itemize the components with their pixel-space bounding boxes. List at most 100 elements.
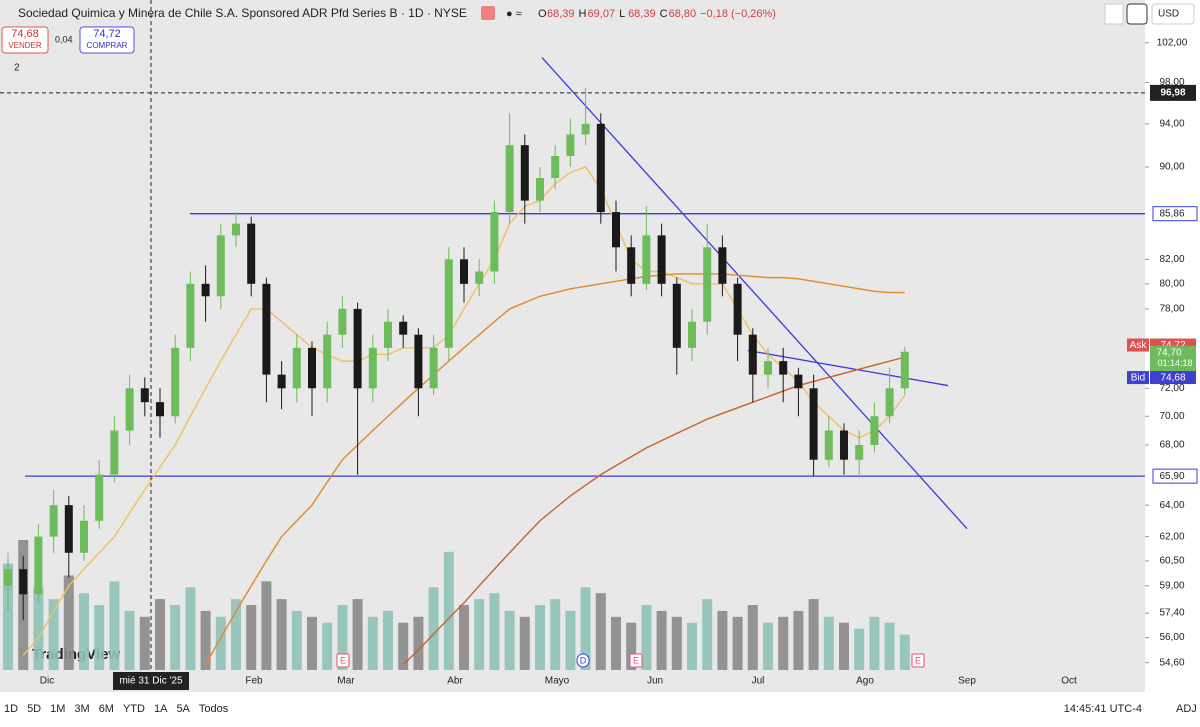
candle-body xyxy=(809,388,818,460)
candle-body xyxy=(232,223,240,236)
candle-body xyxy=(64,505,73,553)
range-button[interactable]: 5A xyxy=(176,703,190,715)
y-tick-label: 72,00 xyxy=(1159,383,1184,394)
plot-background xyxy=(0,0,1145,692)
candle-body xyxy=(581,123,590,135)
range-button[interactable]: 1A xyxy=(154,703,168,715)
volume-bar xyxy=(626,622,637,670)
candle-body xyxy=(520,145,529,201)
level-label-bg xyxy=(1152,468,1198,484)
moving-average xyxy=(22,166,906,656)
candle-body xyxy=(125,388,134,431)
buy-button[interactable] xyxy=(79,26,135,54)
range-button[interactable]: 1M xyxy=(50,703,65,715)
event-label: D xyxy=(580,655,587,665)
level-label: 65,90 xyxy=(1159,471,1184,482)
currency-button[interactable] xyxy=(1151,3,1195,25)
x-tick-label: Feb xyxy=(245,676,263,687)
volume-bar xyxy=(48,599,59,670)
event-marker xyxy=(576,653,590,668)
volume-bar xyxy=(215,616,226,670)
crosshair-date-bg xyxy=(113,672,189,690)
y-tick-label: 78,00 xyxy=(1159,304,1184,315)
sell-price: 74,68 xyxy=(11,28,39,40)
bid-tag xyxy=(1127,371,1149,385)
volume-bar xyxy=(79,593,89,670)
range-button[interactable]: YTD xyxy=(123,703,145,715)
range-button[interactable]: 5D xyxy=(27,703,41,715)
range-button[interactable]: 6M xyxy=(99,703,114,715)
x-tick-label: Dic xyxy=(40,676,54,687)
candle-body xyxy=(794,374,803,389)
spread: 0,04 xyxy=(55,34,73,44)
moving-average xyxy=(204,273,905,665)
volume-bar xyxy=(428,587,439,670)
volume-bar xyxy=(854,628,865,670)
flag[interactable] xyxy=(481,6,495,20)
candle-body xyxy=(277,374,286,389)
y-tick-label: 57,40 xyxy=(1159,608,1184,619)
candle-body xyxy=(688,321,696,348)
volume-bar xyxy=(595,593,606,670)
candle-body xyxy=(566,134,575,157)
volume-bar xyxy=(641,605,652,670)
volume-bar xyxy=(519,616,530,670)
volume-bar xyxy=(778,616,789,670)
volume-bar xyxy=(869,616,880,670)
candle-body xyxy=(733,283,742,335)
candle-body xyxy=(292,347,301,389)
ohlc-key: L xyxy=(619,8,625,20)
volume-bar xyxy=(33,587,44,670)
candle-body xyxy=(840,430,848,460)
event-marker xyxy=(336,653,350,668)
x-tick-label: Jun xyxy=(647,676,663,687)
volume-bar xyxy=(413,616,424,670)
event-label: E xyxy=(915,655,921,665)
volume-bar xyxy=(443,551,454,670)
range-button[interactable]: 3M xyxy=(74,703,89,715)
y-tick-label: 82,00 xyxy=(1159,254,1184,265)
screenshot-button[interactable] xyxy=(1126,3,1148,25)
range-button[interactable]: Todos xyxy=(199,703,229,715)
y-tick-label: 80,00 xyxy=(1159,278,1184,289)
ohlc-value: 68,39 xyxy=(628,8,656,20)
indicator-icons: ● ≈ xyxy=(506,8,522,20)
volume-bar xyxy=(63,575,74,670)
candle-body xyxy=(384,321,392,348)
volume-bar xyxy=(611,616,621,670)
bid-bg xyxy=(1150,371,1196,385)
sell-button[interactable] xyxy=(1,26,49,54)
event-label: E xyxy=(340,655,346,665)
candle-body xyxy=(536,178,544,201)
range-button[interactable]: 1D xyxy=(4,703,18,715)
candle-body xyxy=(627,247,636,284)
volume-bar xyxy=(550,599,561,670)
trendline xyxy=(747,349,949,387)
candle-body xyxy=(368,347,377,389)
volume-bar xyxy=(398,622,409,670)
y-tick-label: 60,50 xyxy=(1159,556,1184,567)
candle-body xyxy=(171,347,180,417)
crosshair-date: mié 31 Dic '25 xyxy=(119,676,182,687)
candle-body xyxy=(186,283,195,348)
bid-name: Bid xyxy=(1131,373,1145,384)
volume-bar xyxy=(884,622,895,670)
x-tick-label: Mayo xyxy=(545,676,570,687)
volume-bar xyxy=(231,599,241,670)
volume-bar xyxy=(246,605,257,670)
volume-bar xyxy=(671,616,682,670)
ohlc-key: H xyxy=(579,8,587,20)
x-tick-label: Sep xyxy=(958,676,976,687)
currency: USD xyxy=(1158,9,1179,20)
event-marker xyxy=(911,653,925,668)
volume-bar xyxy=(793,610,804,670)
last-bg xyxy=(1150,345,1196,372)
candle-body xyxy=(596,123,605,213)
candle-body xyxy=(779,361,788,375)
download-button[interactable] xyxy=(1104,3,1124,25)
candle-body xyxy=(900,351,909,389)
y-tick-label: 54,60 xyxy=(1159,657,1184,668)
y-tick-label: 98,00 xyxy=(1159,77,1184,88)
change: −0,18 (−0,26%) xyxy=(700,8,776,20)
volume-bar xyxy=(276,599,287,670)
